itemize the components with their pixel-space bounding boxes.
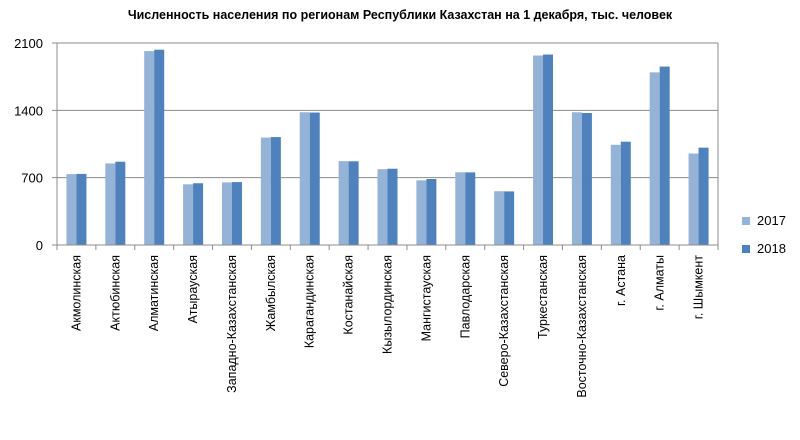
bar-2018-2 <box>115 161 126 245</box>
bar-2018-6 <box>270 137 281 245</box>
legend-item-2018: 2018 <box>742 241 786 256</box>
bar-2017-17 <box>688 153 699 245</box>
bar-2017-1 <box>66 174 77 245</box>
bar-2017-3 <box>144 51 155 245</box>
bar-2017-8 <box>338 161 349 245</box>
bar-2018-5 <box>231 182 242 245</box>
x-tick-label: Жамбылская <box>264 255 278 331</box>
bar-2018-12 <box>504 191 515 245</box>
y-tick-label: 2100 <box>14 36 43 51</box>
x-tick-label: Западно-Казахстанская <box>225 255 239 393</box>
legend-label-2018: 2018 <box>757 241 786 256</box>
bar-2018-7 <box>309 112 320 245</box>
x-tick-label: Костанайская <box>342 255 356 335</box>
bar-2017-9 <box>377 169 388 245</box>
x-tick-label: Павлодарская <box>458 255 472 338</box>
x-tick-label: Мангистауская <box>419 255 433 341</box>
bar-2018-17 <box>698 147 709 245</box>
bar-2017-2 <box>105 163 116 245</box>
y-tick-label: 1400 <box>14 103 43 118</box>
bar-2017-15 <box>610 144 621 245</box>
bar-2017-4 <box>183 184 194 245</box>
bars <box>66 49 709 245</box>
bar-2018-13 <box>543 54 554 245</box>
bar-2017-11 <box>455 172 466 245</box>
bar-2018-8 <box>348 161 359 245</box>
x-tick-label: Алматинская <box>147 255 161 331</box>
y-tick-label: 0 <box>36 238 43 253</box>
legend-item-2017: 2017 <box>742 213 786 228</box>
x-tick-label: Северо-Казахстанская <box>497 255 511 387</box>
x-tick-label: Карагандинская <box>303 255 317 348</box>
bar-2018-10 <box>426 179 437 245</box>
x-tick-label: Акмолинская <box>69 255 83 331</box>
bar-2018-16 <box>659 66 670 245</box>
legend-swatch-2017 <box>742 216 750 225</box>
bar-2018-9 <box>387 168 398 245</box>
x-tick-label: Кызылординская <box>381 255 395 354</box>
legend-swatch-2018 <box>742 244 750 253</box>
axes <box>52 42 719 250</box>
x-tick-label: Актюбинская <box>108 255 122 331</box>
bar-2017-6 <box>260 137 271 245</box>
bar-2017-13 <box>533 55 544 245</box>
x-tick-label: Восточно-Казахстанская <box>575 255 589 398</box>
y-tick-labels: 0 700 1400 2100 <box>14 36 43 253</box>
x-tick-labels: Акмолинская Актюбинская Алматинская Атыраус… <box>69 255 705 398</box>
bar-2018-1 <box>76 173 87 245</box>
bar-2017-10 <box>416 180 427 245</box>
bar-2018-3 <box>154 49 165 245</box>
bar-2018-14 <box>581 113 592 245</box>
bar-2017-14 <box>571 112 582 245</box>
x-tick-label: Туркестанская <box>536 255 550 339</box>
x-tick-label: г. Алматы <box>653 255 667 311</box>
x-tick-label: г. Шымкент <box>692 255 706 319</box>
bar-2017-16 <box>649 72 660 245</box>
y-tick-label: 700 <box>21 171 43 186</box>
bar-2017-12 <box>494 191 505 245</box>
bar-2017-5 <box>221 182 232 245</box>
bar-2017-7 <box>299 112 310 245</box>
x-tick-label: г. Астана <box>614 255 628 306</box>
bar-2018-15 <box>620 141 631 245</box>
legend-label-2017: 2017 <box>757 213 786 228</box>
x-tick-label: Атырауская <box>186 255 200 323</box>
bar-2018-4 <box>193 183 204 245</box>
chart-title: Численность населения по регионам Респуб… <box>127 8 673 22</box>
bar-2018-11 <box>465 172 476 245</box>
